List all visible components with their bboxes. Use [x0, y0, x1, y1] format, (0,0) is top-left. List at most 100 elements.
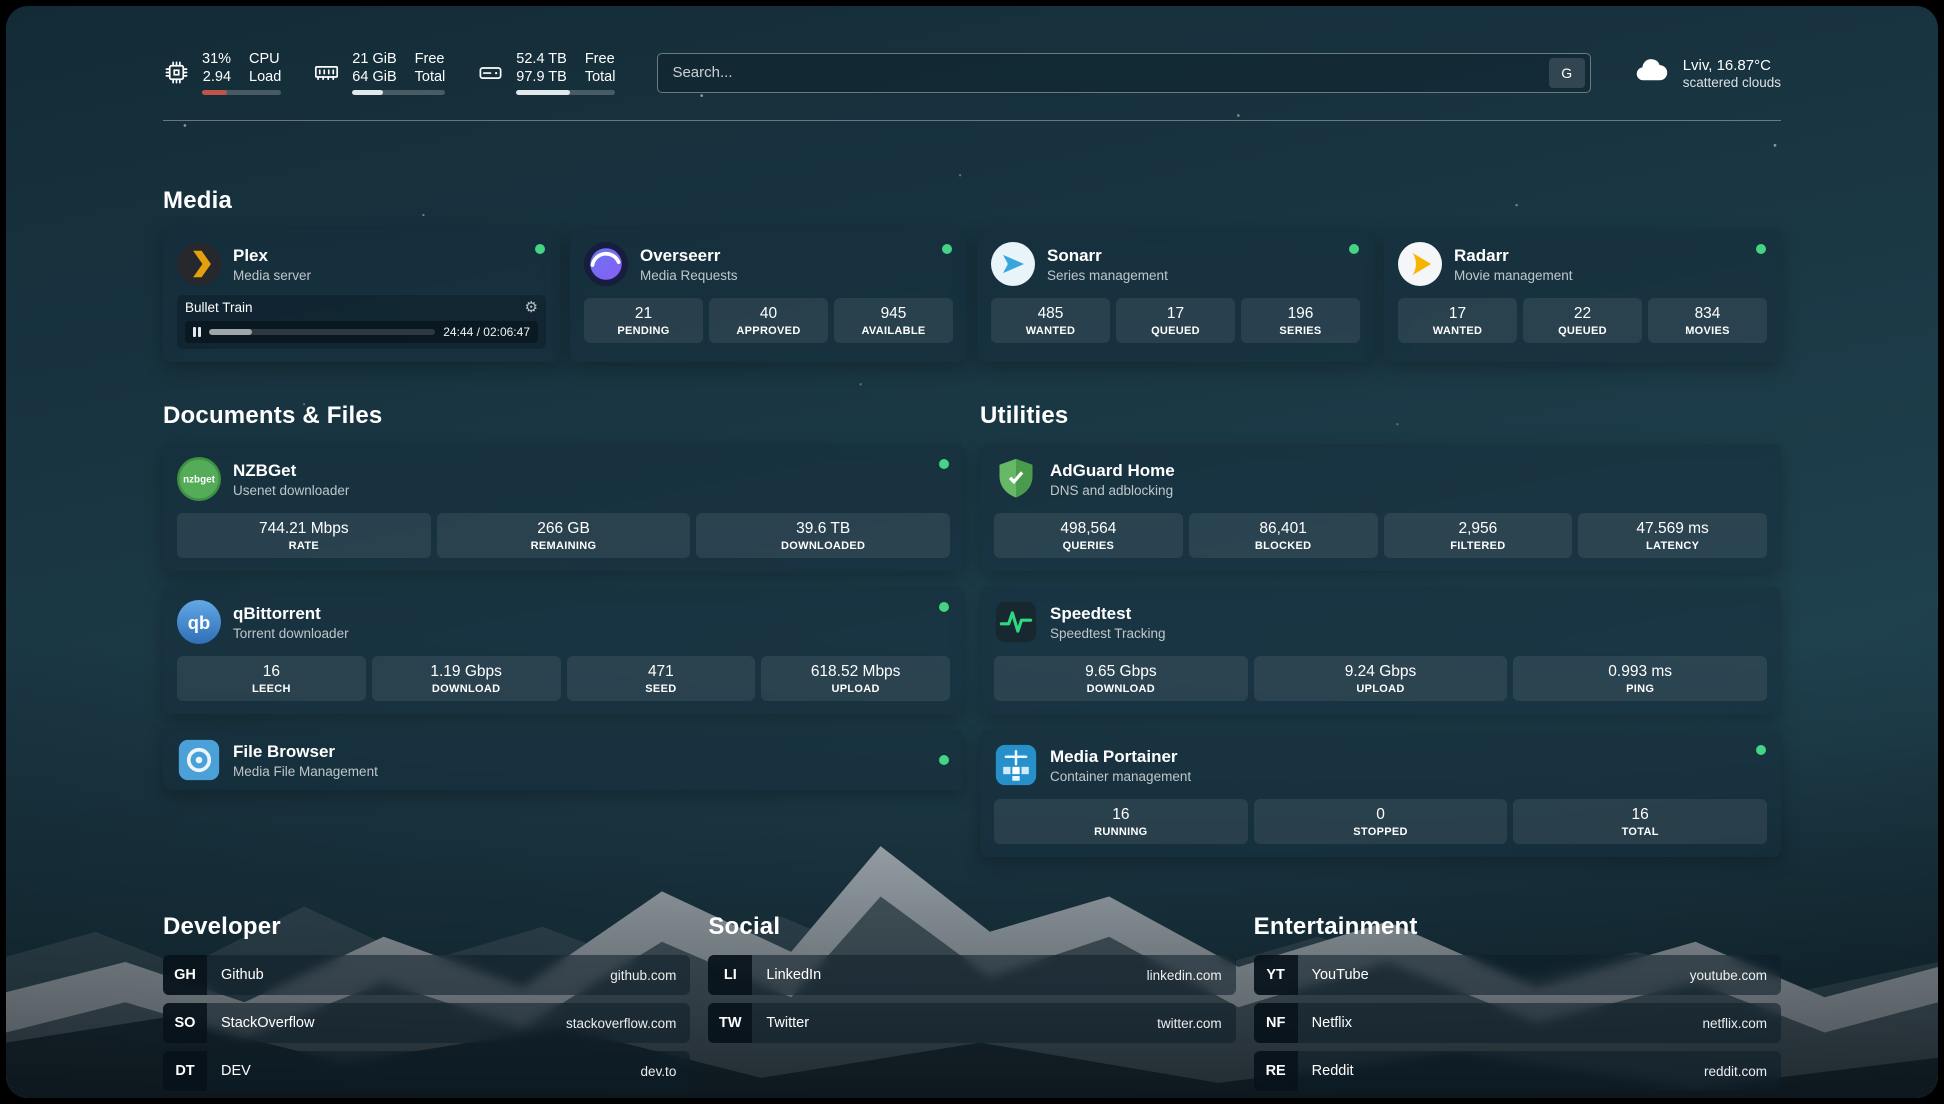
memory-icon: [313, 59, 340, 86]
qbittorrent-icon: qb: [177, 600, 221, 644]
app-card-sonarr[interactable]: Sonarr Series management 485 WANTED 17 Q…: [977, 229, 1374, 362]
app-name: AdGuard Home: [1050, 461, 1175, 480]
stat-series: 196 SERIES: [1241, 298, 1360, 343]
section-entertainment: Entertainment YT YouTube youtube.com NF …: [1253, 913, 1781, 1098]
stat-label: REMAINING: [530, 540, 597, 552]
app-card-plex[interactable]: Plex Media server Bullet Train ⚙: [163, 229, 560, 362]
app-card-nzbget[interactable]: nzbget NZBGet Usenet downloader 744.21 M…: [163, 444, 964, 571]
speedtest-icon: [994, 600, 1038, 644]
bookmark-github[interactable]: GH Github github.com: [163, 955, 691, 995]
app-card-portainer[interactable]: Media Portainer Container management 16 …: [980, 730, 1781, 857]
playback-time: 24:44 / 02:06:47: [443, 325, 530, 339]
stat-value: 16: [1631, 806, 1649, 823]
stat-value: 498,564: [1060, 520, 1117, 537]
bookmark-abbr: LI: [708, 955, 753, 995]
dashboard-content: 31% CPU 2.94 Load: [163, 6, 1781, 1098]
top-bar: 31% CPU 2.94 Load: [163, 50, 1781, 95]
stat-label: LEECH: [251, 683, 291, 695]
stat-stopped: 0 STOPPED: [1253, 799, 1508, 844]
bookmark-abbr: NF: [1253, 1003, 1298, 1043]
stat-value: 945: [880, 305, 907, 322]
app-card-overseerr[interactable]: Overseerr Media Requests 21 PENDING 40 A…: [570, 229, 967, 362]
search-input[interactable]: [672, 64, 1549, 81]
stat-value: 2,956: [1458, 520, 1498, 537]
stats-row: 9.65 Gbps DOWNLOAD 9.24 Gbps UPLOAD 0.99…: [994, 656, 1768, 701]
stat-value: 196: [1287, 305, 1314, 322]
app-name: NZBGet: [233, 461, 297, 480]
bookmark-abbr: RE: [1253, 1051, 1298, 1091]
cpu-progress-fill: [202, 90, 227, 95]
filebrowser-icon: [177, 738, 221, 782]
app-card-qbittorrent[interactable]: qb qBittorrent Torrent downloader 16: [163, 587, 964, 714]
plex-icon: [177, 242, 221, 286]
bookmark-name: DEV: [221, 1063, 251, 1079]
search-engine-button[interactable]: G: [1548, 57, 1585, 88]
bookmark-name: Github: [221, 967, 264, 983]
stat-label: PENDING: [617, 325, 670, 337]
developer-section-title: Developer: [163, 913, 281, 940]
bookmark-stackoverflow[interactable]: SO StackOverflow stackoverflow.com: [163, 1003, 691, 1043]
app-card-radarr[interactable]: Radarr Movie management 17 WANTED 22 QUE…: [1384, 229, 1781, 362]
app-card-filebrowser[interactable]: File Browser Media File Management: [163, 730, 964, 790]
bookmark-url: reddit.com: [1703, 1063, 1767, 1079]
disk-free: 52.4 TB: [516, 51, 567, 67]
bookmark-name: Twitter: [766, 1015, 810, 1031]
pause-icon[interactable]: [193, 327, 201, 337]
sonarr-icon: [991, 242, 1035, 286]
weather-condition: scattered clouds: [1682, 74, 1781, 90]
app-name: Overseerr: [640, 246, 721, 265]
app-name: File Browser: [233, 742, 336, 761]
bookmark-dev[interactable]: DT DEV dev.to: [163, 1051, 691, 1091]
stat-label: WANTED: [1432, 325, 1483, 337]
stat-label: FILTERED: [1450, 540, 1506, 552]
app-card-speedtest[interactable]: Speedtest Speedtest Tracking 9.65 Gbps D…: [980, 587, 1781, 714]
bookmark-reddit[interactable]: RE Reddit reddit.com: [1253, 1051, 1781, 1091]
status-dot: [1756, 745, 1766, 755]
bookmark-twitter[interactable]: TW Twitter twitter.com: [708, 1003, 1236, 1043]
bookmark-netflix[interactable]: NF Netflix netflix.com: [1253, 1003, 1781, 1043]
nzbget-icon: nzbget: [177, 457, 221, 501]
memory-free: 21 GiB: [352, 51, 397, 67]
stat-wanted: 17 WANTED: [1398, 298, 1517, 343]
bookmark-url: github.com: [610, 967, 677, 983]
app-name: Sonarr: [1047, 246, 1102, 265]
bookmark-url: dev.to: [640, 1063, 677, 1079]
media-section-title: Media: [163, 187, 233, 214]
stat-label: QUEUED: [1558, 325, 1607, 337]
disk-progress-bar: [516, 90, 616, 95]
stat-value: 22: [1573, 305, 1592, 322]
bookmark-linkedin[interactable]: LI LinkedIn linkedin.com: [708, 955, 1236, 995]
social-section-title: Social: [708, 913, 781, 940]
stat-value: 86,401: [1259, 520, 1307, 537]
search-bar[interactable]: G: [657, 52, 1591, 93]
disk-widget: 52.4 TB Free 97.9 TB Total: [477, 50, 616, 95]
disk-label-top: Free: [584, 51, 615, 67]
memory-label-bottom: Total: [414, 69, 446, 85]
bookmark-url: youtube.com: [1689, 967, 1767, 983]
bookmark-abbr: DT: [163, 1051, 207, 1091]
bookmark-url: netflix.com: [1702, 1015, 1767, 1031]
media-card-grid: Plex Media server Bullet Train ⚙: [163, 229, 1781, 362]
settings-gear-icon[interactable]: ⚙: [524, 299, 538, 316]
stat-label: AVAILABLE: [861, 325, 926, 337]
header-divider: [163, 120, 1781, 121]
app-name: qBittorrent: [233, 604, 321, 623]
stat-value: 40: [759, 305, 778, 322]
stat-value: 16: [1112, 806, 1130, 823]
stat-value: 618.52 Mbps: [810, 663, 901, 680]
bookmark-url: stackoverflow.com: [566, 1015, 677, 1031]
stats-row: 744.21 Mbps RATE 266 GB REMAINING 39.6 T…: [177, 513, 951, 558]
app-name: Radarr: [1454, 246, 1509, 265]
bookmark-name: StackOverflow: [221, 1015, 315, 1031]
bookmark-youtube[interactable]: YT YouTube youtube.com: [1253, 955, 1781, 995]
portainer-icon: [994, 743, 1038, 787]
app-card-adguard[interactable]: AdGuard Home DNS and adblocking 498,564 …: [980, 444, 1781, 571]
playback-progress-track[interactable]: [209, 329, 436, 335]
app-subtitle: Speedtest Tracking: [1050, 626, 1166, 641]
stat-label: RATE: [288, 540, 319, 552]
playback-progress-fill: [209, 329, 252, 335]
memory-label-top: Free: [414, 51, 445, 67]
stat-value: 16: [262, 663, 280, 680]
cpu-progress-bar: [202, 90, 282, 95]
stat-value: 39.6 TB: [796, 520, 851, 537]
